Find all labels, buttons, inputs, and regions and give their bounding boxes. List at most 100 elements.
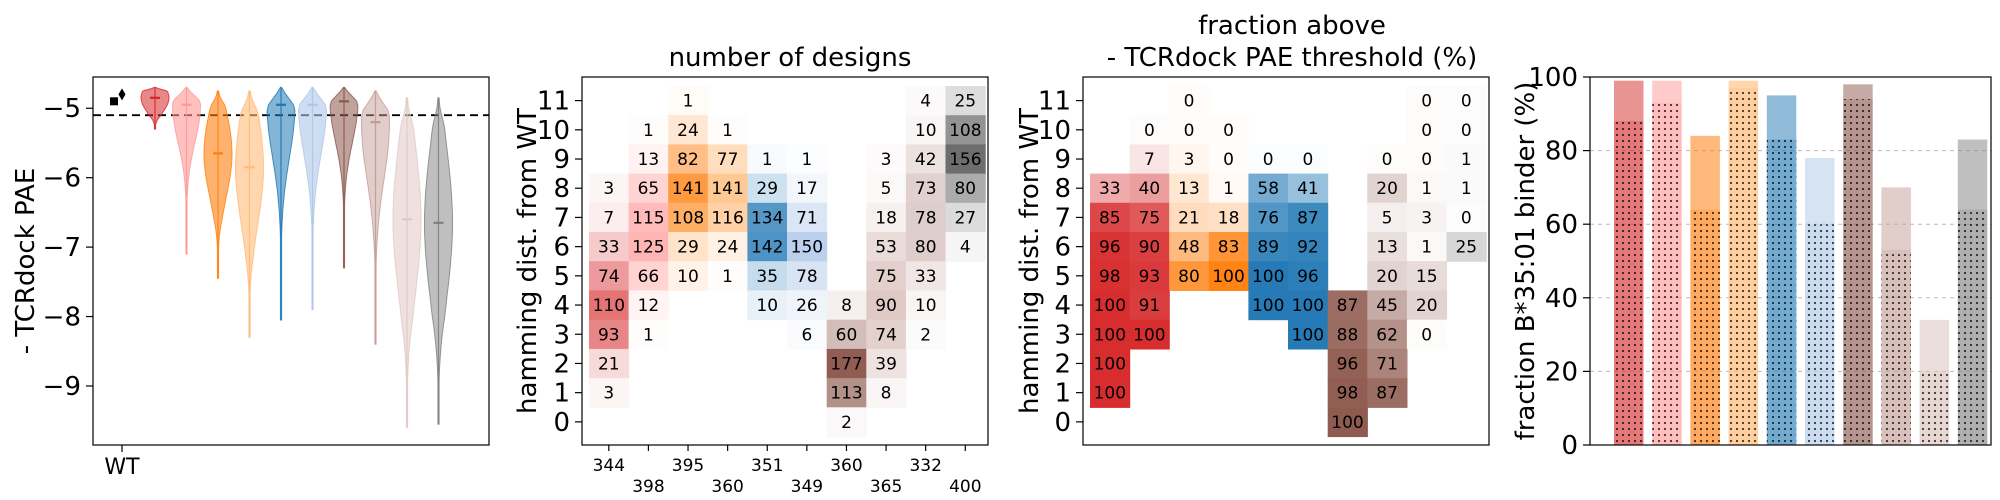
fraction-heatmap-cell bbox=[1406, 173, 1448, 204]
fraction-heatmap-cell bbox=[1406, 86, 1448, 116]
fraction-heatmap-y-tick-label: 2 bbox=[1054, 349, 1071, 379]
count-heatmap-cell bbox=[826, 378, 867, 408]
count-heatmap-cell bbox=[589, 378, 630, 408]
fraction-heatmap-cell bbox=[1288, 173, 1329, 204]
fraction-heatmap-y-tick-label: 1 bbox=[1054, 379, 1071, 409]
count-heatmap-y-tick-label: 2 bbox=[553, 349, 570, 379]
count-heatmap-cell bbox=[668, 173, 709, 204]
count-heatmap-y-tick-label: 10 bbox=[537, 116, 570, 146]
count-heatmap-cell-label: 60 bbox=[836, 325, 858, 345]
count-heatmap-cell bbox=[866, 319, 907, 350]
fraction-heatmap-cell bbox=[1367, 319, 1408, 350]
count-heatmap-cell bbox=[707, 202, 748, 233]
fraction-heatmap-cell-label: 96 bbox=[1337, 355, 1359, 375]
fraction-heatmap-cell bbox=[1446, 144, 1487, 175]
fraction-heatmap-cell-label: 0 bbox=[1144, 121, 1155, 141]
fraction-heatmap-cell-label: 0 bbox=[1461, 92, 1472, 112]
fraction-heatmap-cell bbox=[1406, 202, 1448, 233]
count-heatmap-y-tick-label: 9 bbox=[553, 145, 570, 175]
bar-dotted-hatch bbox=[1843, 99, 1873, 445]
count-heatmap-cell bbox=[826, 319, 867, 350]
fraction-heatmap-cell-label: 5 bbox=[1382, 208, 1393, 228]
fraction-heatmap-cell bbox=[1327, 290, 1368, 321]
count-heatmap-cell bbox=[826, 290, 867, 321]
bar-dotted-hatch bbox=[1690, 209, 1720, 445]
count-heatmap-cell-label: 125 bbox=[632, 238, 664, 258]
count-heatmap-cell bbox=[668, 261, 709, 291]
fraction-heatmap-cell bbox=[1406, 115, 1448, 145]
count-heatmap-cell-label: 25 bbox=[954, 92, 976, 112]
fraction-heatmap-y-tick-label: 8 bbox=[1054, 174, 1071, 204]
fraction-heatmap-cell bbox=[1248, 232, 1289, 262]
fraction-heatmap-cell-label: 93 bbox=[1139, 267, 1161, 287]
fraction-heatmap-cell bbox=[1248, 290, 1289, 321]
count-heatmap-cell bbox=[668, 115, 709, 145]
count-heatmap-cell bbox=[589, 261, 630, 291]
count-heatmap-cell bbox=[826, 348, 867, 379]
count-heatmap-cell bbox=[866, 261, 907, 291]
fraction-heatmap-cell-label: 21 bbox=[1178, 208, 1200, 228]
count-heatmap-cell-label: 71 bbox=[796, 208, 818, 228]
count-heatmap-cell bbox=[628, 144, 669, 175]
fraction-heatmap-cell-label: 0 bbox=[1461, 208, 1472, 228]
count-heatmap-cell-label: 1 bbox=[683, 92, 694, 112]
fraction-heatmap-frame bbox=[1082, 76, 1490, 446]
fraction-heatmap-y-tick-label: 0 bbox=[1054, 408, 1071, 438]
fraction-heatmap-cell bbox=[1169, 202, 1210, 233]
count-heatmap-cell bbox=[707, 232, 748, 262]
fraction-heatmap-cell-label: 91 bbox=[1139, 296, 1161, 316]
count-heatmap-cell-label: 29 bbox=[677, 238, 699, 258]
fraction-heatmap-cell-label: 45 bbox=[1376, 296, 1398, 316]
count-heatmap-title: number of designs bbox=[669, 43, 912, 73]
count-heatmap-x-ticks: 344 398 395 360 351 349 360 365 332 400 bbox=[593, 445, 982, 497]
fraction-heatmap-cell-label: 0 bbox=[1184, 92, 1195, 112]
fraction-heatmap-cell-label: 20 bbox=[1376, 267, 1398, 287]
count-heatmap-cell-label: 4 bbox=[960, 238, 971, 258]
fraction-heatmap-cell-label: 83 bbox=[1218, 238, 1240, 258]
fraction-heatmap-title-line-2: - TCRdock PAE threshold (%) bbox=[1107, 43, 1477, 73]
count-heatmap-cell bbox=[787, 173, 828, 204]
fraction-heatmap-cell-label: 0 bbox=[1263, 150, 1274, 170]
fraction-heatmap-cell bbox=[1129, 173, 1170, 204]
bar-y-tick-label: 80 bbox=[1545, 137, 1578, 167]
count-heatmap-cell-label: 110 bbox=[593, 296, 625, 316]
count-heatmap-cell bbox=[787, 319, 828, 350]
violin-y-tick-label: −8 bbox=[43, 303, 81, 333]
fraction-heatmap-cell bbox=[1169, 232, 1210, 262]
count-heatmap-cell-label: 108 bbox=[672, 208, 704, 228]
fraction-heatmap-cell bbox=[1406, 261, 1448, 291]
fraction-heatmap-cell-label: 100 bbox=[1094, 325, 1126, 345]
violin-y-tick-label: −9 bbox=[43, 372, 81, 402]
fraction-heatmap-cell-label: 100 bbox=[1094, 355, 1126, 375]
count-heatmap-cell-label: 35 bbox=[756, 267, 778, 287]
fraction-heatmap-cell-label: 100 bbox=[1252, 296, 1284, 316]
fraction-heatmap-cell bbox=[1090, 173, 1131, 204]
count-heatmap-cell-label: 13 bbox=[638, 150, 660, 170]
fraction-heatmap-cell-label: 90 bbox=[1139, 238, 1161, 258]
fraction-heatmap-cell-label: 25 bbox=[1455, 238, 1477, 258]
fraction-heatmap-panel: 0 0 00 0 0 0 07 3 0 0 0 0 0 133 40 13 1 58 41 20 1 185 75 21 18 7… bbox=[1015, 11, 1490, 446]
fraction-heatmap-cell-label: 100 bbox=[1331, 413, 1363, 433]
count-heatmap-cell bbox=[945, 173, 986, 204]
fraction-heatmap-cell-label: 98 bbox=[1337, 384, 1359, 404]
count-heatmap-cell bbox=[787, 202, 828, 233]
count-heatmap-cell-label: 2 bbox=[841, 413, 852, 433]
fraction-heatmap-cell bbox=[1169, 173, 1210, 204]
violin-y-ticks: −9 −8 −7 −6 −5 bbox=[43, 94, 123, 452]
fraction-heatmap-cell-label: 1 bbox=[1421, 179, 1432, 199]
fraction-heatmap-cell-label: 100 bbox=[1094, 296, 1126, 316]
fraction-heatmap-cell-label: 33 bbox=[1099, 179, 1121, 199]
count-heatmap-cell bbox=[707, 261, 748, 291]
count-heatmap-cell-label: 93 bbox=[598, 325, 620, 345]
fraction-heatmap-cell bbox=[1248, 202, 1289, 233]
count-heatmap-cell bbox=[628, 232, 669, 262]
count-heatmap-cell bbox=[747, 144, 788, 175]
count-heatmap-cell bbox=[747, 232, 788, 262]
count-heatmap-cell-label: 6 bbox=[801, 325, 812, 345]
fraction-heatmap-cell-label: 0 bbox=[1421, 92, 1432, 112]
count-heatmap-cell bbox=[866, 232, 907, 262]
count-heatmap-x-tick-label: 400 bbox=[949, 477, 981, 497]
fraction-heatmap-cell bbox=[1446, 173, 1487, 204]
